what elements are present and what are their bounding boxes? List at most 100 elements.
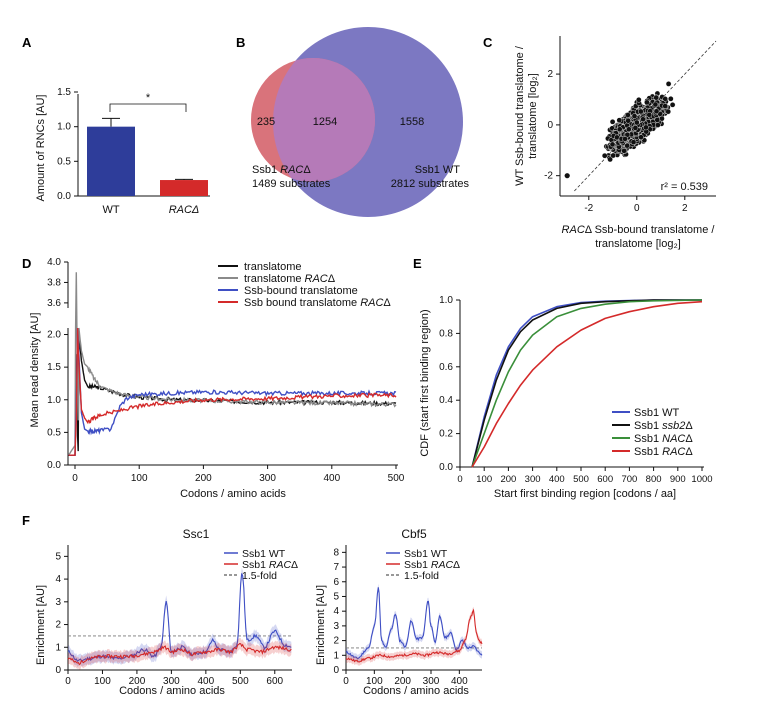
panel-c-xlabel-2: translatome [log₂] <box>595 238 681 250</box>
ytick-label: 1 <box>333 650 339 661</box>
ytick-label: 3 <box>333 621 339 632</box>
ytick-label: 0.0 <box>57 191 71 202</box>
cdf-line <box>471 299 702 468</box>
xtick-label: 600 <box>266 676 283 687</box>
enrichment-line <box>345 587 483 660</box>
scatter-point <box>625 112 631 118</box>
scatter-point <box>616 117 623 123</box>
scatter-point <box>638 134 644 140</box>
xtick-label: 400 <box>198 676 215 687</box>
panel-c-scatter <box>564 81 676 179</box>
confidence-band <box>68 637 292 670</box>
ytick-label: 4 <box>333 606 339 617</box>
panel-f-right-ylabel: Enrichment [AU] <box>315 585 327 665</box>
legend-label: Ssb1 WT <box>634 407 680 419</box>
legend-label: 1.5-fold <box>404 570 439 582</box>
panel-b: B 235 1254 1558 Ssb1 RACΔ 1489 substrate… <box>236 27 469 217</box>
scatter-point <box>622 136 628 142</box>
significance-bracket <box>109 103 187 112</box>
xtick-label: 700 <box>621 474 637 485</box>
ytick-label: 0 <box>547 120 553 131</box>
ytick-label: 1.5 <box>47 362 61 373</box>
ytick-label: 0.5 <box>47 427 61 438</box>
scatter-point <box>644 99 650 106</box>
panel-e-ticks: 0 100 200 300 400 500 600 700 800 900 1000 0.0 0.2 0.… <box>439 295 712 485</box>
ytick-label: 1.0 <box>47 395 61 406</box>
panel-d-xlabel: Codons / amino acids <box>180 488 286 500</box>
panel-f-right-xlabel: Codons / amino acids <box>363 685 469 697</box>
panel-a-bars <box>87 117 208 196</box>
xtick-label: 2 <box>682 203 688 214</box>
xtick-label: -2 <box>584 203 593 214</box>
scatter-point <box>610 152 617 159</box>
ytick-label: 8 <box>333 547 339 558</box>
xtick-label: 600 <box>597 474 613 485</box>
scatter-point <box>636 97 642 103</box>
legend-label: translatome RACΔ <box>244 273 336 285</box>
xtick-label: 400 <box>549 474 565 485</box>
panel-f-right-title: Cbf5 <box>401 527 427 541</box>
xtick-label: 300 <box>259 473 276 484</box>
scatter-point <box>630 139 637 145</box>
xtick-label: 0 <box>65 676 71 687</box>
ytick-label: 5 <box>333 591 339 602</box>
legend-label: Ssb1 NACΔ <box>634 433 693 445</box>
scatter-point <box>665 81 672 87</box>
panel-d-label: D <box>22 256 31 271</box>
venn-left-substrates: 1489 substrates <box>252 178 331 190</box>
scatter-point <box>638 108 644 115</box>
xtick-label: 500 <box>232 676 249 687</box>
legend-label: Ssb1 WT <box>242 548 286 560</box>
ytick-label: 0.6 <box>439 362 453 373</box>
xtick-label: 300 <box>423 676 440 687</box>
legend-label: 1.5-fold <box>242 570 277 582</box>
scatter-point <box>653 108 660 115</box>
panel-a-label: A <box>22 35 32 50</box>
venn-left-name: Ssb1 RACΔ <box>252 164 311 176</box>
panel-f-left-ylabel: Enrichment [AU] <box>35 585 47 665</box>
enrichment-line <box>345 608 483 663</box>
panel-f-label: F <box>22 513 30 528</box>
venn-left-count: 235 <box>257 116 275 128</box>
ytick-label: 0.0 <box>47 460 61 471</box>
xtick-label: 200 <box>129 676 146 687</box>
xtick-label: 500 <box>573 474 589 485</box>
legend-label: Ssb1 ssb2Δ <box>634 420 693 432</box>
scatter-point <box>625 117 632 124</box>
ytick-label: 3 <box>55 597 61 608</box>
ytick-label: 0.4 <box>439 395 453 406</box>
ytick-label: 0 <box>55 665 61 676</box>
ytick-label: 3.6 <box>47 298 61 309</box>
scatter-point <box>609 119 616 125</box>
scatter-point <box>665 108 672 115</box>
ytick-label: -2 <box>544 171 553 182</box>
panel-c-label: C <box>483 35 493 50</box>
xtick-label: 100 <box>366 676 383 687</box>
panel-d: D Mean read density [AU] 0 100 200 300 400 50… <box>22 256 405 500</box>
ytick-label: 1.0 <box>57 122 71 133</box>
scatter-point <box>631 113 638 119</box>
ytick-label: 3.8 <box>47 277 61 288</box>
xtick-label: 200 <box>394 676 411 687</box>
cdf-line <box>471 300 703 468</box>
scatter-point <box>654 117 661 123</box>
ytick-label: 0.2 <box>439 429 453 440</box>
enrichment-line <box>67 643 292 666</box>
ytick-label: 0.5 <box>57 156 71 167</box>
ytick-label: 2 <box>55 620 61 631</box>
legend-label: Ssb1 RACΔ <box>242 559 298 571</box>
cdf-line <box>471 299 703 468</box>
confidence-band <box>346 606 482 666</box>
scatter-point <box>609 141 616 148</box>
confidence-band <box>68 567 292 667</box>
panel-a-ylabel: Amount of RNCs [AU] <box>35 95 47 202</box>
scatter-point <box>659 115 665 122</box>
panel-e-label: E <box>413 256 422 271</box>
scatter-point <box>624 131 631 138</box>
scatter-point <box>643 124 649 131</box>
panel-a-yticks: 0.0 0.5 1.0 1.5 <box>57 87 78 202</box>
venn-overlap <box>273 58 375 182</box>
xtick-label: 200 <box>195 473 212 484</box>
ytick-label: 6 <box>333 577 339 588</box>
